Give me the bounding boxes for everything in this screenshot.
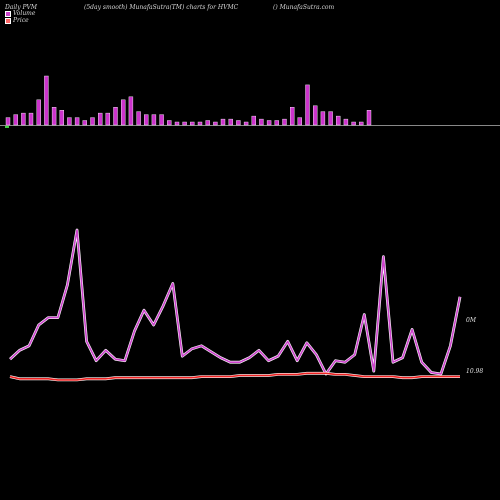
chart-title-right: () MunafaSutra.com [273,4,335,11]
volume-bar [113,106,118,126]
volume-bar [359,121,364,126]
volume-bar [282,118,287,126]
volume-bar [105,112,111,126]
volume-bar [259,118,264,126]
volume-bar [336,115,341,126]
volume-bar [44,75,49,126]
volume-bar [197,121,203,126]
volume-bar [59,109,64,126]
volume-bar [128,96,134,126]
legend-volume: Volume [5,10,35,17]
volume-bar [167,120,172,126]
volume-bar [182,121,187,126]
volume-bar [13,114,18,126]
volume-bar [366,109,372,126]
volume-bar [236,120,241,126]
volume-bar [251,115,257,126]
volume-bar [36,99,41,126]
volume-bar [82,120,88,126]
volume-bar [51,106,57,126]
price-line [9,372,460,381]
price-axis-label: 10.98 [466,368,484,375]
legend-price-label: Price [13,17,29,24]
volume-bar [97,112,103,126]
legend-price: Price [5,17,29,24]
volume-bar [274,120,279,126]
legend-volume-label: Volume [13,10,36,17]
volume-bar [343,118,349,126]
volume-bar [243,121,249,126]
volume-bar [305,84,310,126]
chart-title-mid: (5day smooth) MunafaSutra(TM) charts for… [84,4,239,11]
volume-bar [313,105,318,126]
volume-bar [297,117,302,126]
volume-axis-label: 0M [466,317,476,324]
volume-bar [174,121,180,126]
volume-bar [143,114,149,126]
volume-bar [266,120,272,126]
volume-bar [120,99,126,126]
volume-bar [21,112,26,126]
volume-bar [151,114,157,126]
volume-bar [67,117,72,126]
volume-bar [159,114,164,126]
volume-bar [328,111,333,126]
chart-title-left: Daily PVM [5,4,38,11]
volume-bar [74,117,80,126]
volume-bar [320,111,326,126]
legend-price-swatch [5,17,11,24]
volume-bar [28,112,34,126]
volume-bar [90,117,95,126]
volume-bar [213,121,218,126]
volume-bar [136,111,141,126]
volume-bar [205,120,210,126]
volume-bar [190,121,195,126]
volume-bar [290,106,295,126]
price-direction-marker [5,126,9,128]
volume-bar [220,118,226,126]
volume-bar [351,121,356,126]
volume-bar [5,117,11,126]
legend-volume-swatch [5,10,11,17]
volume-line [9,229,461,375]
volume-bar [228,118,233,126]
